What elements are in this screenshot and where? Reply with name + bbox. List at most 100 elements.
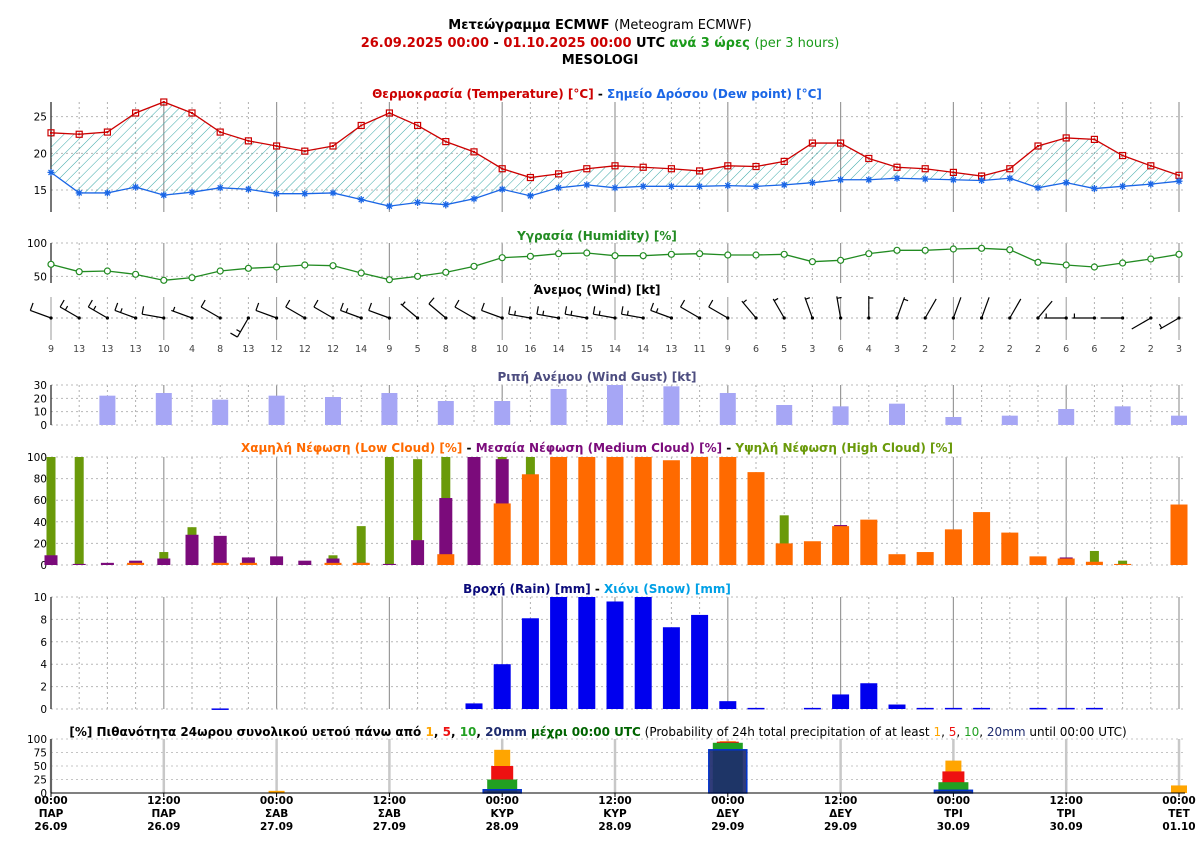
wind-barb-full xyxy=(536,306,539,315)
temperature-point-dot xyxy=(162,101,165,103)
rain-panel-ytick-label: 8 xyxy=(40,614,47,626)
high-cloud-bar xyxy=(779,515,789,565)
probability-ytick-label: 75 xyxy=(34,748,47,760)
rain-panel-ytick-label: 10 xyxy=(34,592,47,604)
temperature-panel-ytick-label: 20 xyxy=(34,148,47,160)
wind-barb xyxy=(200,299,222,320)
medium-cloud-bar xyxy=(100,562,114,565)
wind-speed-label: 11 xyxy=(694,344,706,355)
wind-speed-label: 14 xyxy=(553,344,565,355)
medium-cloud-bar xyxy=(157,558,171,565)
temperature-point-dot xyxy=(50,131,52,134)
wind-speed-label: 14 xyxy=(355,344,367,355)
time-axis-hour: 12:00 xyxy=(1049,795,1082,807)
humidity-point xyxy=(949,245,958,253)
humidity-point xyxy=(836,256,845,264)
probability-title-part-16: 20mm xyxy=(987,725,1026,739)
temperature-point-dot xyxy=(642,166,645,169)
time-axis-day: ΤΕΤ xyxy=(1168,808,1190,820)
rain-bar xyxy=(1057,707,1075,710)
humidity-panel-ytick-label: 100 xyxy=(27,238,47,250)
dewpoint-point xyxy=(724,182,732,190)
temperature-point-dot xyxy=(444,140,447,143)
low-cloud-bar xyxy=(239,562,257,565)
location-name: MESOLOGI xyxy=(561,53,639,68)
medium-cloud-bar xyxy=(185,534,199,565)
temperature-point-dot xyxy=(388,112,391,114)
medium-cloud-bar xyxy=(382,563,396,565)
gust-bar xyxy=(832,406,849,425)
rain-bar xyxy=(973,707,991,710)
temperature-point xyxy=(865,154,873,163)
high-cloud-bar xyxy=(384,457,394,565)
temperature-point xyxy=(695,167,704,175)
temperature-point xyxy=(103,128,112,136)
wind-speed-label: 3 xyxy=(1176,344,1182,355)
wind-barb-origin xyxy=(1177,316,1181,320)
gust-bar xyxy=(1171,415,1187,425)
temperature-point xyxy=(385,109,393,117)
low-cloud-bar xyxy=(550,457,568,565)
humidity-point xyxy=(329,262,337,270)
wind-barb-origin xyxy=(105,316,109,320)
gust-bar xyxy=(155,393,172,425)
high-cloud-bar xyxy=(356,526,366,565)
low-cloud-bar xyxy=(747,472,765,565)
wind-speed-label: 16 xyxy=(524,344,536,355)
low-cloud-bar xyxy=(888,554,906,565)
wind-barb-staff xyxy=(708,306,729,319)
wind-speed-label: 3 xyxy=(809,344,815,355)
temperature-point xyxy=(780,157,788,165)
temperature-point-dot xyxy=(332,145,334,147)
dewpoint-point xyxy=(837,176,845,184)
time-axis-date: 27.09 xyxy=(373,821,406,833)
gust-bar xyxy=(945,417,962,425)
wind-barb-full xyxy=(680,299,686,308)
step-english: (per 3 hours) xyxy=(754,36,840,51)
wind-barb-half xyxy=(93,305,97,311)
wind-barb xyxy=(29,302,53,320)
probability-ytick-label: 0 xyxy=(40,788,47,800)
humidity-point xyxy=(611,252,619,260)
medium-cloud-bar xyxy=(467,457,481,565)
temperature-point-dot xyxy=(134,112,137,114)
rain-panel-ytick-label: 4 xyxy=(40,659,47,671)
wind-barb-full xyxy=(368,302,373,311)
wind-barb-origin xyxy=(500,316,504,320)
dewpoint-point xyxy=(526,192,534,200)
temperature-point xyxy=(357,121,365,130)
wind-barb-full xyxy=(29,302,34,311)
dewpoint-point xyxy=(357,196,365,204)
temperature-point xyxy=(554,170,563,178)
rain-panel-ytick-label: 2 xyxy=(40,682,47,694)
probability-bar-10mm xyxy=(938,782,969,793)
dewpoint-point xyxy=(1034,184,1042,192)
wind-barb-staff xyxy=(836,296,842,319)
cloud-title-part-0: Χαμηλή Νέφωση (Low Cloud) [%] xyxy=(241,441,462,455)
wind-barb-origin xyxy=(754,316,758,320)
wind-speed-label: 6 xyxy=(753,344,759,355)
probability-title-part-6: , xyxy=(476,725,485,739)
time-axis-hour: 12:00 xyxy=(598,795,631,807)
gust-bar xyxy=(1058,409,1075,425)
dewpoint-point xyxy=(160,191,168,199)
wind-speed-label: 2 xyxy=(922,344,928,355)
gust-bar xyxy=(1001,415,1018,425)
wind-barb-staff xyxy=(804,297,813,319)
wind-barb-staff xyxy=(981,297,990,319)
wind-barb xyxy=(141,306,166,320)
wind-speed-label: 13 xyxy=(242,344,254,355)
time-axis-hour: 00:00 xyxy=(937,795,970,807)
humidity-point xyxy=(1147,255,1155,263)
low-cloud-bar xyxy=(1057,558,1075,565)
dewpoint-point xyxy=(1006,174,1014,182)
temperature-point xyxy=(498,165,506,173)
humidity-point xyxy=(103,267,112,275)
gust-bar xyxy=(268,395,285,425)
wind-barb-half xyxy=(236,329,241,333)
time-axis-day: ΠΑΡ xyxy=(39,808,64,820)
wind-barb xyxy=(895,297,909,320)
temperature-point xyxy=(329,142,337,150)
humidity-point xyxy=(808,258,817,266)
wind-barb-origin xyxy=(641,316,645,320)
